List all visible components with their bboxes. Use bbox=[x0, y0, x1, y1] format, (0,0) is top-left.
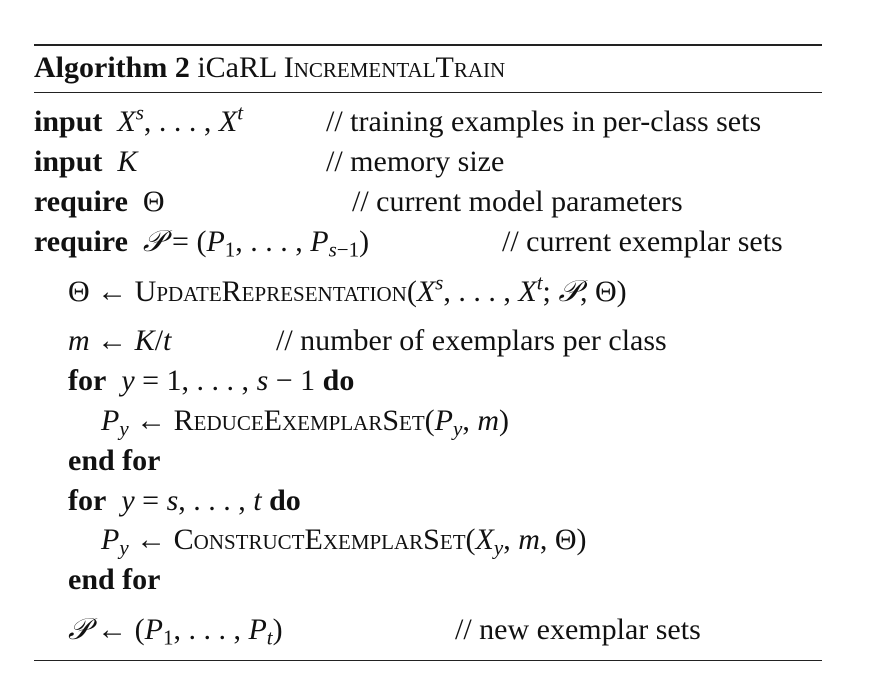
comment-memory-size: // memory size bbox=[326, 145, 505, 178]
construct-exemplar-step: Py ← ConstructExemplarSet(Xy, m, Θ) bbox=[101, 523, 587, 560]
do-keyword: do bbox=[269, 484, 301, 517]
require-line-params: require Θ bbox=[34, 185, 165, 218]
update-representation-step: Θ ← UpdateRepresentation(Xs, . . . , Xt;… bbox=[68, 270, 627, 309]
end-for-keyword: end for bbox=[68, 444, 161, 477]
require-line-exemplars: require 𝒫 = (P1, . . . , Ps−1) bbox=[34, 224, 370, 262]
comment-training-examples: // training examples in per-class sets bbox=[326, 105, 762, 138]
comment-new-exemplar-sets: // new exemplar sets bbox=[455, 613, 701, 646]
input-line-examples: input Xs, . . . , Xt bbox=[34, 100, 244, 138]
new-exemplar-sets-step: 𝒫 ← (P1, . . . , Pt) bbox=[68, 612, 283, 650]
algorithm-name: iCaRL bbox=[197, 51, 277, 84]
input-line-memory: input K bbox=[34, 145, 138, 178]
procedure-name: IncrementalTrain bbox=[283, 51, 506, 84]
caption-bottom-rule bbox=[34, 92, 822, 93]
input-keyword: input bbox=[34, 105, 103, 138]
update-representation-fn: UpdateRepresentation bbox=[134, 275, 407, 308]
for-loop-reduce-header: for y = 1, . . . , s − 1 do bbox=[68, 364, 355, 397]
end-for-keyword: end for bbox=[68, 563, 161, 596]
algorithm-caption: Algorithm 2 iCaRL IncrementalTrain bbox=[34, 51, 505, 85]
comment-exemplar-sets: // current exemplar sets bbox=[502, 225, 783, 258]
do-keyword: do bbox=[322, 364, 355, 397]
input-keyword: input bbox=[34, 145, 103, 178]
construct-exemplar-set-fn: ConstructExemplarSet bbox=[173, 523, 466, 556]
end-for-reduce: end for bbox=[68, 446, 161, 476]
reduce-exemplar-set-fn: ReduceExemplarSet bbox=[173, 404, 425, 437]
algorithm-label: Algorithm 2 bbox=[34, 51, 190, 84]
memory-per-class-step: m ← K/t bbox=[68, 324, 172, 357]
for-keyword: for bbox=[68, 364, 107, 397]
comment-exemplars-per-class: // number of exemplars per class bbox=[276, 324, 667, 357]
end-for-construct: end for bbox=[68, 565, 161, 595]
reduce-exemplar-step: Py ← ReduceExemplarSet(Py, m) bbox=[101, 404, 509, 441]
for-keyword: for bbox=[68, 484, 107, 517]
require-keyword: require bbox=[34, 185, 128, 218]
algorithm-bottom-rule bbox=[34, 660, 822, 661]
require-keyword: require bbox=[34, 225, 128, 258]
for-loop-construct-header: for y = s, . . . , t do bbox=[68, 484, 301, 517]
caption-top-rule bbox=[34, 44, 822, 46]
comment-model-params: // current model parameters bbox=[352, 185, 683, 218]
